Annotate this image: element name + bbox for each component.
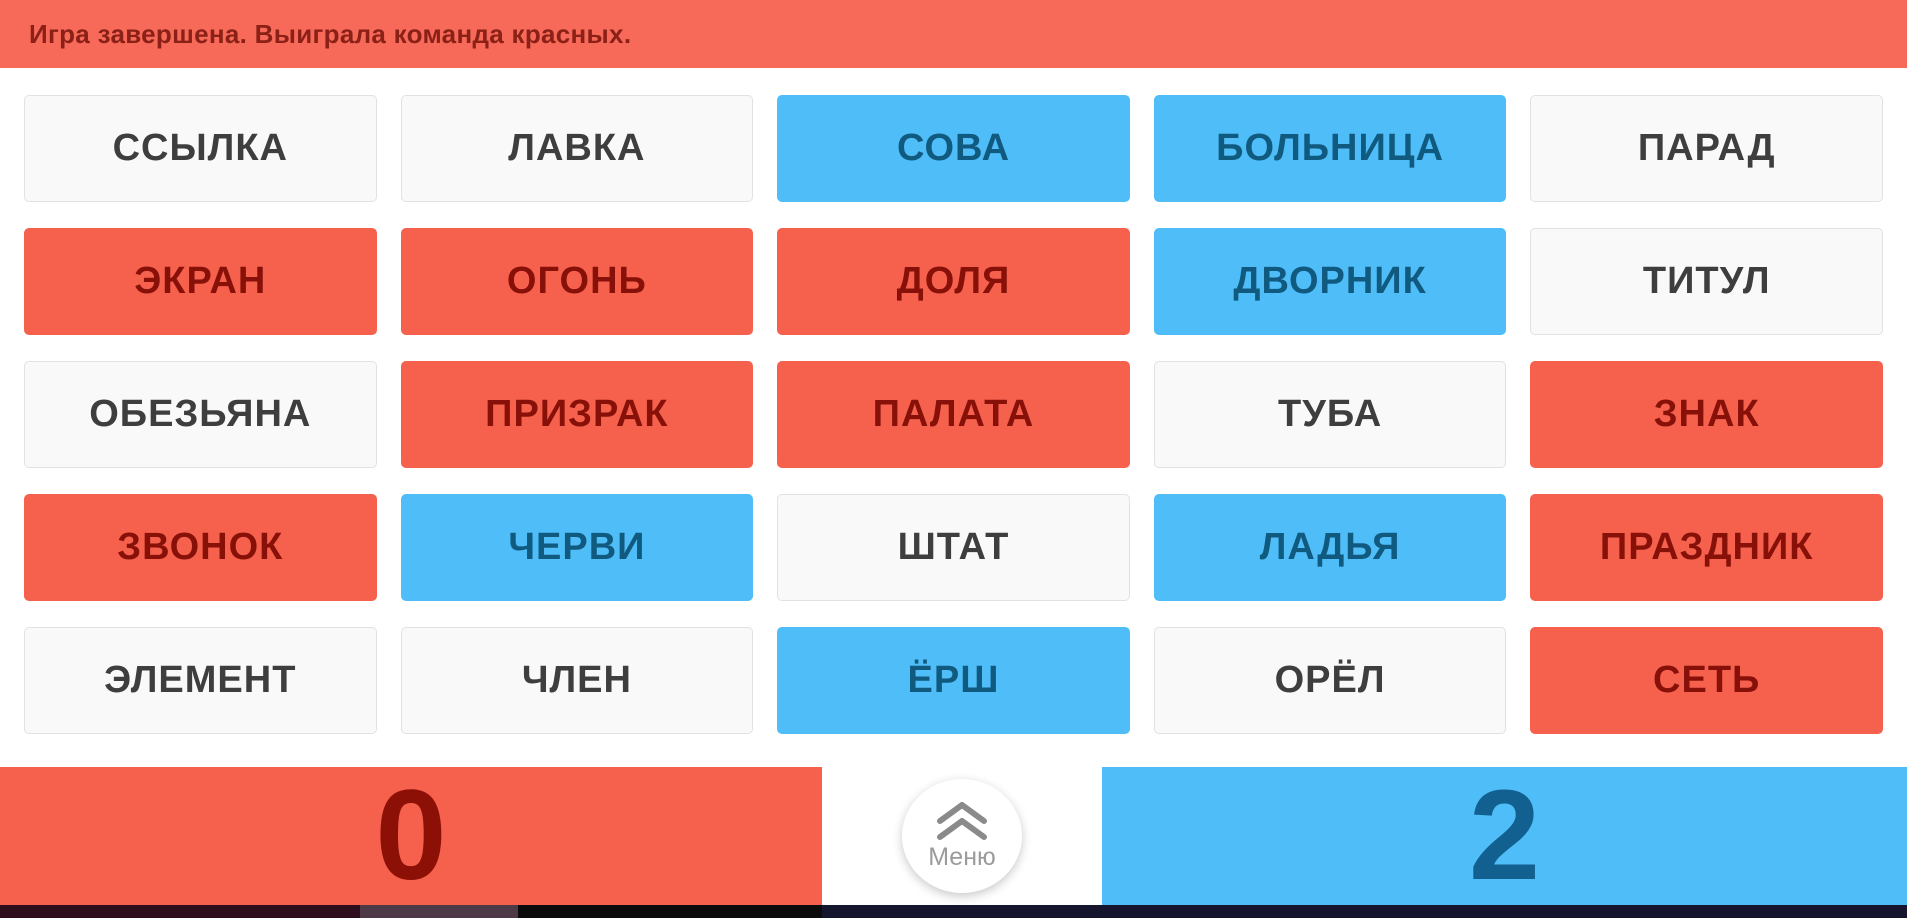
word-card[interactable]: ЧЕРВИ — [400, 494, 754, 601]
word-card[interactable]: ЗНАК — [1530, 361, 1883, 468]
word-card[interactable]: ОРЁЛ — [1153, 627, 1507, 734]
word-card[interactable]: ЭКРАН — [24, 228, 377, 335]
word-card[interactable]: ПРАЗДНИК — [1530, 494, 1883, 601]
word-card[interactable]: ТИТУЛ — [1530, 228, 1883, 335]
word-card[interactable]: ДВОРНИК — [1153, 228, 1507, 335]
word-card[interactable]: СЕТЬ — [1530, 627, 1883, 734]
game-status-text: Игра завершена. Выиграла команда красных… — [29, 18, 632, 49]
word-card[interactable]: ЧЛЕН — [400, 627, 754, 734]
word-card[interactable]: ЗВОНОК — [24, 494, 377, 601]
taskbar-segment — [518, 905, 822, 918]
taskbar-segment — [0, 905, 360, 918]
game-status-banner: Игра завершена. Выиграла команда красных… — [0, 0, 1907, 68]
word-card[interactable]: ТУБА — [1153, 361, 1507, 468]
word-card[interactable]: БОЛЬНИЦА — [1153, 95, 1507, 202]
red-team-score: 0 — [0, 767, 822, 905]
word-card[interactable]: ДОЛЯ — [777, 228, 1130, 335]
word-card[interactable]: ОБЕЗЬЯНА — [24, 361, 377, 468]
word-card[interactable]: ССЫЛКА — [24, 95, 377, 202]
menu-label: Меню — [928, 842, 996, 871]
word-card[interactable]: СОВА — [777, 95, 1130, 202]
taskbar-segment — [360, 905, 518, 918]
word-card[interactable]: ЁРШ — [777, 627, 1130, 734]
word-card[interactable]: ЭЛЕМЕНТ — [24, 627, 377, 734]
word-card[interactable]: ПАРАД — [1530, 95, 1883, 202]
word-card[interactable]: ПАЛАТА — [777, 361, 1130, 468]
chevron-up-icon — [937, 801, 987, 840]
scoreboard: 0 Меню 2 — [0, 767, 1907, 905]
word-card[interactable]: ПРИЗРАК — [400, 361, 754, 468]
word-card[interactable]: ШТАТ — [777, 494, 1130, 601]
word-card[interactable]: ЛАДЬЯ — [1153, 494, 1507, 601]
word-card[interactable]: ОГОНЬ — [400, 228, 754, 335]
taskbar-segment — [822, 905, 1907, 918]
word-board: ССЫЛКА ЛАВКА СОВА БОЛЬНИЦА ПАРАД ЭКРАН ОГОНЬ ДО… — [24, 95, 1883, 734]
taskbar-strip — [0, 905, 1907, 918]
scoreboard-center: Меню — [822, 767, 1102, 905]
word-card[interactable]: ЛАВКА — [400, 95, 754, 202]
menu-button[interactable]: Меню — [902, 779, 1022, 893]
blue-team-score: 2 — [1102, 767, 1907, 905]
